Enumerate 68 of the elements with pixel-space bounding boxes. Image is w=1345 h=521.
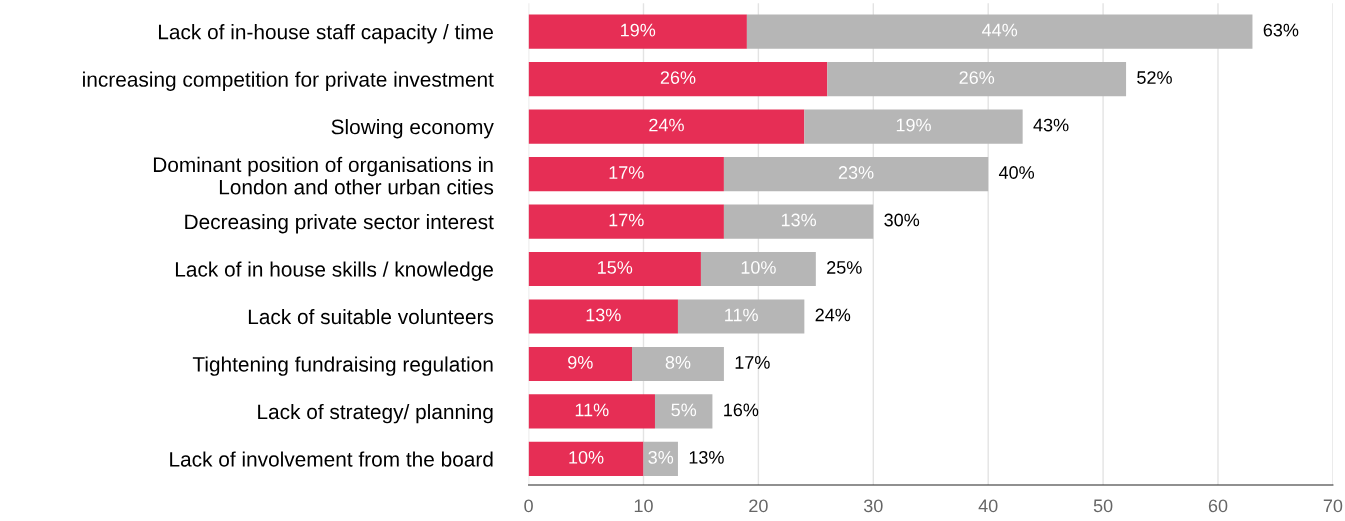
bar [746, 14, 1253, 49]
bar [804, 109, 1023, 144]
bar [632, 346, 724, 382]
bar [528, 156, 724, 192]
x-tick-label: 50 [1093, 499, 1113, 513]
bar [528, 251, 701, 287]
data-label: 9% [568, 356, 593, 369]
bar [528, 109, 805, 144]
y-tick-label: increasing competition for private investment [83, 71, 494, 91]
data-label: 19% [896, 118, 931, 132]
bar [528, 62, 828, 97]
y-tick-label: Lack of in-house staff capacity / time [158, 24, 493, 44]
bar [643, 441, 678, 477]
data-label: 19% [621, 23, 656, 37]
x-tick-label: 20 [749, 499, 768, 513]
bar [528, 299, 678, 334]
y-tick-label: Lack of suitable volunteers [248, 308, 494, 325]
x-tick-label: 40 [978, 499, 998, 513]
bar [700, 251, 816, 287]
total-label: 17% [735, 356, 770, 369]
y-tick-label: Decreasing private sector interest [185, 213, 494, 234]
x-tick-label: 60 [1208, 499, 1228, 513]
data-label: 24% [649, 118, 684, 132]
y-tick-label: Tightening fundraising regulation [192, 356, 493, 376]
data-label: 13% [781, 213, 817, 227]
data-label: 11% [575, 403, 609, 417]
x-tick-label: 30 [863, 499, 883, 513]
data-label: 15% [598, 261, 633, 274]
total-label: 30% [884, 213, 920, 227]
data-label: 26% [660, 71, 696, 84]
y-tick-label: Dominant position of organisations in London and other urban cities [153, 156, 494, 195]
total-label: 40% [998, 166, 1035, 179]
data-label: 17% [609, 166, 644, 179]
total-label: 63% [1263, 23, 1299, 37]
bar [528, 346, 632, 382]
bar [723, 156, 989, 192]
total-label: 24% [815, 308, 851, 322]
total-label: 13% [689, 451, 724, 464]
data-label: 13% [586, 308, 621, 322]
data-label: 11% [725, 308, 758, 322]
data-label: 8% [665, 356, 691, 369]
bar [677, 299, 805, 334]
data-label: 44% [982, 23, 1018, 37]
total-label: 43% [1033, 118, 1069, 132]
bar [827, 62, 1127, 97]
data-label: 3% [648, 451, 674, 464]
y-tick-label: Lack of involvement from the board [170, 451, 493, 467]
x-tick-label: 0 [524, 499, 533, 513]
bar [654, 394, 713, 429]
data-label: 26% [959, 71, 995, 84]
bar [528, 14, 747, 49]
total-label: 25% [827, 261, 862, 274]
x-tick-label: 10 [634, 499, 653, 513]
bar [528, 441, 644, 477]
y-tick-label: Lack of strategy/ planning [258, 403, 493, 424]
data-label: 17% [609, 213, 644, 227]
x-tick-label: 70 [1323, 499, 1343, 513]
data-label: 10% [741, 261, 776, 274]
total-label: 16% [724, 403, 759, 417]
bar [528, 204, 724, 239]
data-label: 10% [569, 451, 604, 464]
y-tick-label: Slowing economy [331, 119, 494, 139]
bar [723, 204, 874, 239]
total-label: 52% [1137, 71, 1172, 84]
data-label: 23% [838, 166, 874, 179]
bar [528, 394, 655, 429]
data-label: 5% [671, 403, 697, 417]
y-tick-label: Lack of in house skills / knowledge [175, 261, 493, 281]
